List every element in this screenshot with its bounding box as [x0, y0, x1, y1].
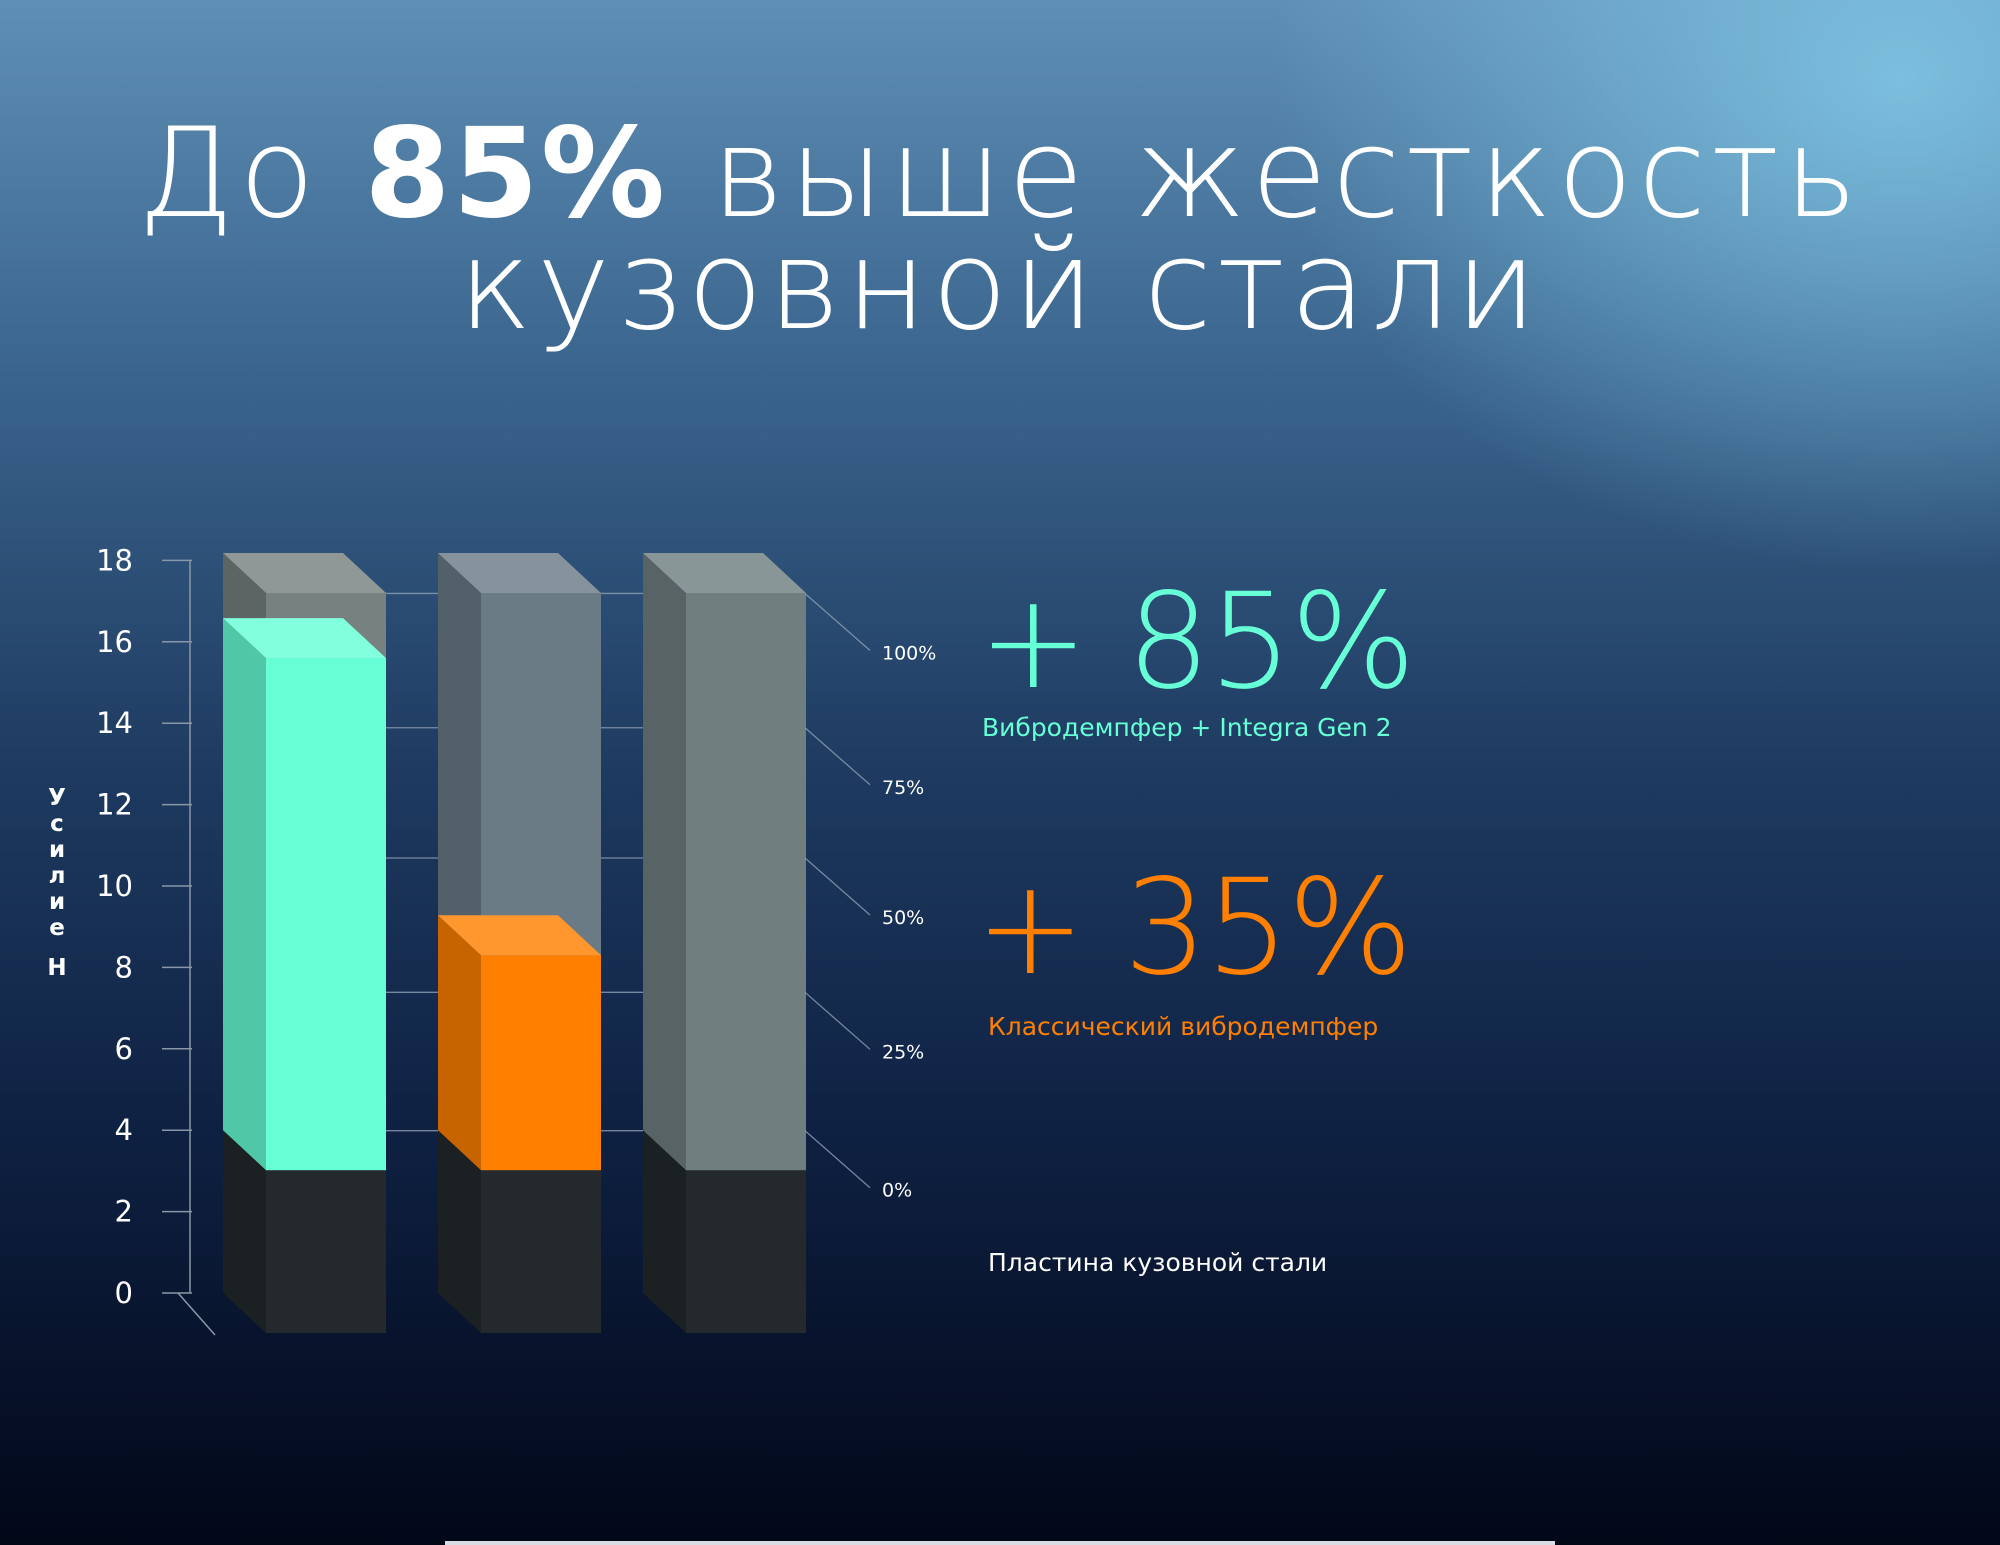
- annotation-85-value: + 85%: [978, 565, 1416, 719]
- bar-value-block-top: [223, 618, 386, 659]
- percent-tick-label: 0%: [882, 1180, 912, 1202]
- y-tick-label: 8: [115, 950, 133, 984]
- y-axis-label-letter: и: [48, 889, 66, 915]
- bar-gray-block-side: [643, 552, 686, 1171]
- title-highlight: 85%: [364, 102, 668, 246]
- bar-gray-block-top: [438, 552, 601, 593]
- percent-tick-label: 100%: [882, 642, 936, 664]
- bar-value-block-front: [481, 955, 601, 1171]
- y-tick-label: 0: [115, 1276, 133, 1310]
- bar-gray-block-top: [643, 552, 806, 593]
- bar-gray-block-side: [438, 552, 481, 996]
- bar-value-block-top: [438, 915, 601, 956]
- title-suffix: выше жесткость: [667, 102, 1863, 246]
- chart-title: До 85% выше жесткость кузовной стали: [0, 112, 2000, 358]
- bar-value-block-front: [266, 658, 386, 1171]
- percent-connector: [804, 991, 871, 1050]
- y-axis-label: У с и л и е Н: [44, 785, 70, 981]
- y-axis-label-letter: с: [50, 811, 64, 837]
- y-axis-label-letter: и: [48, 837, 66, 863]
- annotation-35-value: + 35%: [975, 851, 1413, 1005]
- y-tick-label: 10: [96, 869, 133, 903]
- percent-tick-label: 25%: [882, 1041, 924, 1063]
- y-tick-label: 4: [115, 1113, 133, 1147]
- bottom-divider: [445, 1541, 1555, 1545]
- percent-connector: [804, 1130, 871, 1189]
- annotation-85-label: Вибродемпфер + Integra Gen 2: [982, 713, 1392, 742]
- percent-tick-label: 75%: [882, 777, 924, 799]
- annotation-35-label: Классический вибродемпфер: [988, 1012, 1379, 1041]
- y-axis-unit: Н: [47, 955, 67, 981]
- title-line-1: До 85% выше жесткость: [0, 112, 2000, 236]
- y-tick-label: 14: [96, 706, 133, 740]
- title-prefix: До: [137, 102, 365, 246]
- y-axis-label-letter: У: [48, 785, 66, 811]
- y-tick-label: 18: [96, 543, 133, 577]
- bar-gray-block-top: [223, 552, 386, 593]
- percent-tick-label: 50%: [882, 907, 924, 929]
- y-axis-label-letter: е: [49, 915, 65, 941]
- title-line-2: кузовной стали: [458, 214, 1542, 358]
- y-axis-foot: [177, 1292, 216, 1336]
- y-tick-label: 2: [115, 1195, 133, 1229]
- annotation-steel-label: Пластина кузовной стали: [988, 1248, 1328, 1277]
- y-tick-label: 12: [96, 788, 133, 822]
- y-tick-label: 6: [115, 1032, 133, 1066]
- percent-connector: [804, 857, 871, 916]
- y-axis-label-letter: л: [48, 863, 66, 889]
- bar-value-block-side: [438, 915, 481, 1171]
- bar-gray-block-front: [686, 592, 806, 1171]
- percent-connector: [804, 727, 871, 786]
- y-tick-label: 16: [96, 625, 133, 659]
- percent-connector: [804, 592, 871, 651]
- bar-value-block-side: [223, 618, 266, 1171]
